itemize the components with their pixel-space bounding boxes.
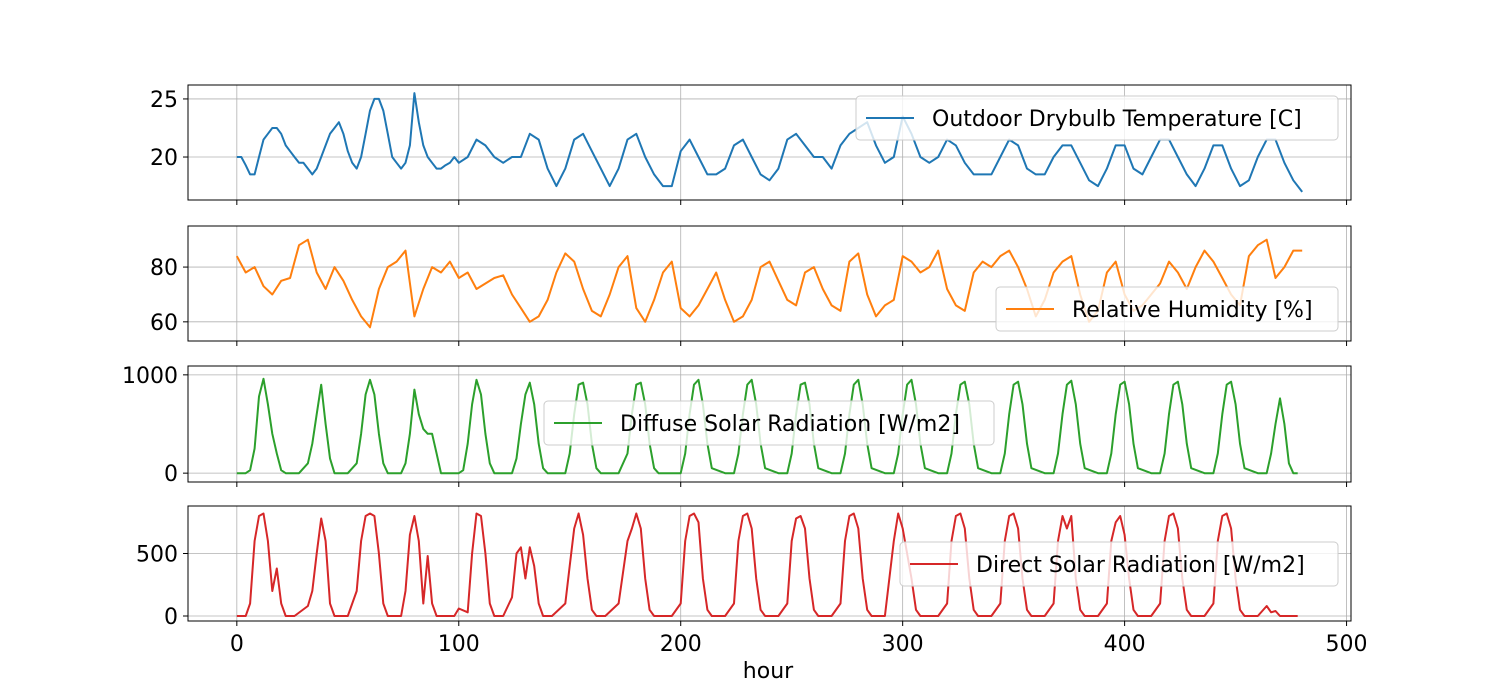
x-tick-label: 200	[660, 632, 702, 657]
y-tick-label: 0	[164, 605, 178, 630]
legend-box	[855, 95, 1339, 141]
y-tick-label: 25	[150, 88, 178, 113]
subplot-3: 0 1000 Diffuse Solar Radiation [W/m2]	[122, 364, 1352, 487]
legend-label: Diffuse Solar Radiation [W/m2]	[620, 412, 960, 437]
legend: Direct Solar Radiation [W/m2]	[899, 541, 1339, 587]
axes-frame	[187, 225, 1352, 342]
legend-box	[899, 541, 1339, 587]
subplot-4: 0 500 Direct Solar Radiation [W/m2] 0 100 200…	[136, 505, 1368, 657]
legend-box	[995, 286, 1339, 332]
series-line	[236, 512, 1298, 617]
legend: Relative Humidity [%]	[995, 286, 1339, 332]
series-line	[236, 377, 1298, 475]
x-axis-label: hour	[743, 659, 794, 684]
legend-box	[543, 400, 995, 446]
y-tick-label: 500	[136, 543, 178, 568]
axes-frame	[187, 365, 1352, 483]
legend-label: Outdoor Drybulb Temperature [C]	[932, 107, 1302, 132]
x-tick-label: 0	[230, 632, 244, 657]
axes-frame	[187, 84, 1352, 201]
x-tick-label: 400	[1104, 632, 1146, 657]
axes-frame	[187, 505, 1352, 622]
x-tick-label: 500	[1326, 632, 1368, 657]
y-tick-label: 0	[164, 462, 178, 487]
y-tick-label: 1000	[122, 364, 178, 389]
subplot-1: 20 25 Outdoor Drybulb Temperature [C]	[150, 84, 1352, 205]
y-tick-label: 20	[150, 146, 178, 171]
legend: Outdoor Drybulb Temperature [C]	[855, 95, 1339, 141]
x-tick-label: 100	[438, 632, 480, 657]
y-tick-label: 80	[150, 256, 178, 281]
axes-root: 20 25 Outdoor Drybulb Temperature [C] 60 80 R…	[122, 84, 1368, 657]
legend: Diffuse Solar Radiation [W/m2]	[543, 400, 995, 446]
subplot-2: 60 80 Relative Humidity [%]	[150, 225, 1352, 346]
legend-label: Direct Solar Radiation [W/m2]	[976, 553, 1305, 578]
y-tick-label: 60	[150, 311, 178, 336]
x-tick-label: 300	[882, 632, 924, 657]
series-line	[236, 92, 1303, 193]
legend-label: Relative Humidity [%]	[1072, 298, 1313, 323]
